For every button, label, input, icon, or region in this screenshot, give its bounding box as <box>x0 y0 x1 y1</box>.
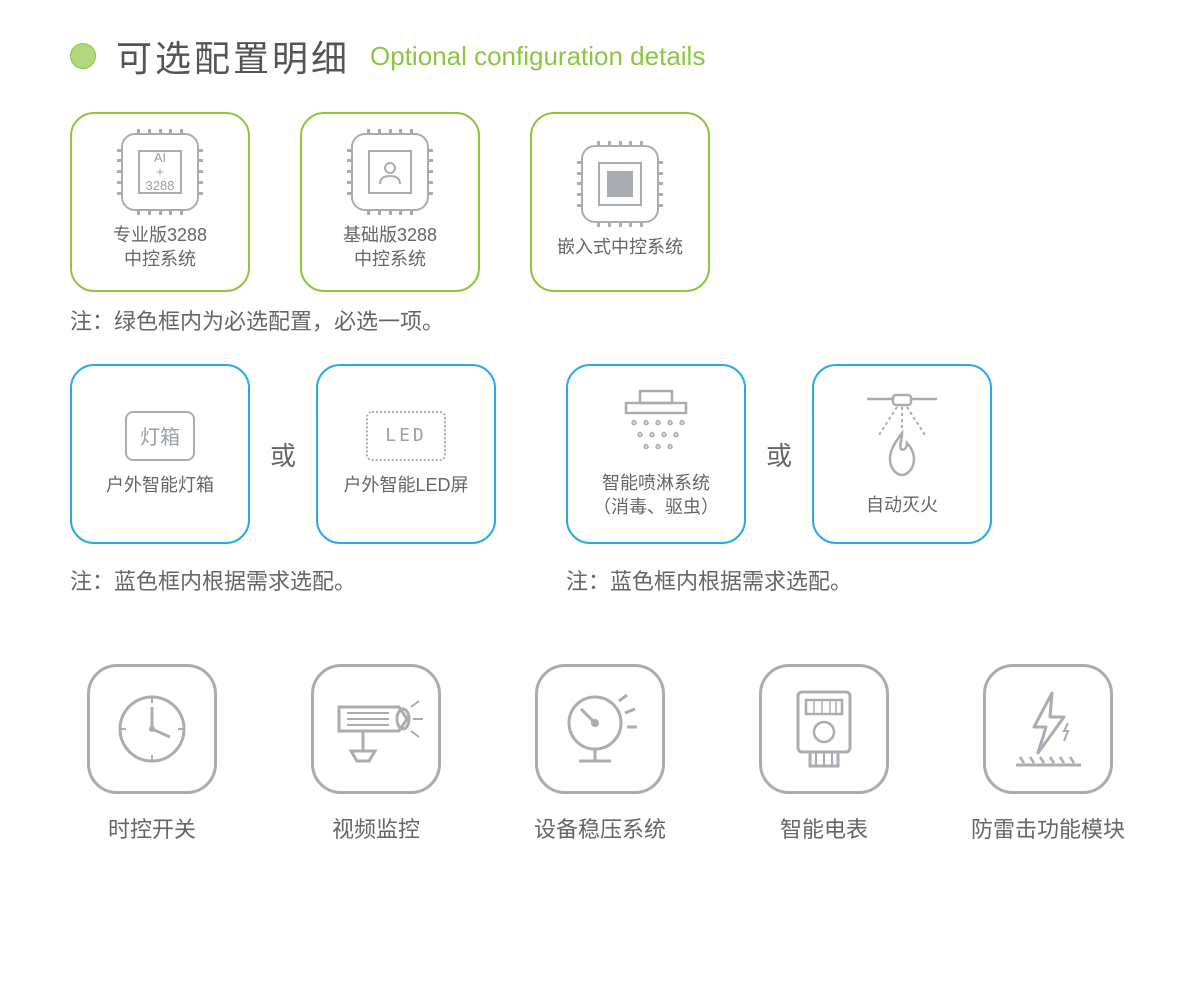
card-label: 户外智能灯箱 <box>106 473 214 497</box>
chip-plain-icon <box>581 145 659 223</box>
item-clock: 时控开关 <box>70 664 234 844</box>
gauge-icon <box>535 664 665 794</box>
item-label: 视频监控 <box>332 812 420 844</box>
item-label: 防雷击功能模块 <box>971 812 1125 844</box>
section-header: 可选配置明细 Optional configuration details <box>70 30 1130 82</box>
camera-icon <box>311 664 441 794</box>
card-sprinkler: 智能喷淋系统（消毒、驱虫） <box>566 364 746 544</box>
required-config-row: AI+3288 专业版3288中控系统 基础版3288中控系统 <box>70 112 1130 292</box>
card-led: LED 户外智能LED屏 <box>316 364 496 544</box>
card-basic-3288: 基础版3288中控系统 <box>300 112 480 292</box>
title-chinese: 可选配置明细 <box>116 30 350 82</box>
title-english: Optional configuration details <box>370 41 705 72</box>
card-label: 智能喷淋系统（消毒、驱虫） <box>593 471 719 520</box>
card-label: 自动灭火 <box>866 493 938 517</box>
led-icon: LED <box>366 411 446 461</box>
item-meter: 智能电表 <box>742 664 906 844</box>
card-label: 基础版3288中控系统 <box>343 223 437 272</box>
group-safety: 智能喷淋系统（消毒、驱虫） 或 自动灭火 注：蓝色框内根据需求选配。 <box>566 364 992 624</box>
item-camera: 视频监控 <box>294 664 458 844</box>
or-text: 或 <box>270 436 296 473</box>
chip-text-ai: AI <box>154 150 166 165</box>
extras-row: 时控开关 视频监控 <box>70 664 1130 844</box>
item-lightning: 防雷击功能模块 <box>966 664 1130 844</box>
item-label: 智能电表 <box>780 812 868 844</box>
group-display: 灯箱 户外智能灯箱 或 LED 户外智能LED屏 注：蓝色框内根据需求选配。 <box>70 364 496 624</box>
chip-ai-icon: AI+3288 <box>121 133 199 211</box>
card-pro-3288: AI+3288 专业版3288中控系统 <box>70 112 250 292</box>
card-lightbox: 灯箱 户外智能灯箱 <box>70 364 250 544</box>
meter-icon <box>759 664 889 794</box>
note-blue-b: 注：蓝色框内根据需求选配。 <box>566 564 992 596</box>
lightning-icon <box>983 664 1113 794</box>
card-label: 专业版3288中控系统 <box>113 223 207 272</box>
note-blue-a: 注：蓝色框内根据需求选配。 <box>70 564 496 596</box>
card-embedded: 嵌入式中控系统 <box>530 112 710 292</box>
item-label: 时控开关 <box>108 812 196 844</box>
chip-text-3288: 3288 <box>146 178 175 193</box>
note-green: 注：绿色框内为必选配置，必选一项。 <box>70 304 1130 336</box>
item-label: 设备稳压系统 <box>534 812 666 844</box>
optional-config-row: 灯箱 户外智能灯箱 或 LED 户外智能LED屏 注：蓝色框内根据需求选配。 <box>70 364 1130 624</box>
item-gauge: 设备稳压系统 <box>518 664 682 844</box>
or-text: 或 <box>766 436 792 473</box>
card-label: 户外智能LED屏 <box>344 473 469 497</box>
clock-icon <box>87 664 217 794</box>
fire-suppress-icon <box>857 391 947 481</box>
card-fire: 自动灭火 <box>812 364 992 544</box>
lightbox-icon: 灯箱 <box>125 411 195 461</box>
bullet-icon <box>70 43 96 69</box>
sprinkler-icon <box>616 389 696 459</box>
chip-person-icon <box>351 133 429 211</box>
card-label: 嵌入式中控系统 <box>557 235 683 259</box>
